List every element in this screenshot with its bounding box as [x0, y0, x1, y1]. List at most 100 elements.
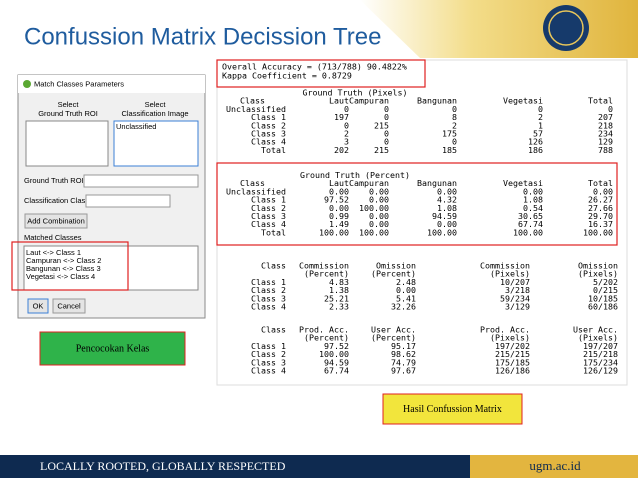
dialog-icon — [23, 80, 31, 88]
column-header: Omission — [578, 261, 618, 271]
cell: Class 2 — [251, 120, 286, 130]
highlight-box — [11, 241, 129, 291]
label: Matched Classes — [24, 233, 82, 242]
cell: 0 — [384, 112, 389, 122]
cell: 0.00 — [593, 186, 613, 196]
column-header: Prod. Acc. — [480, 325, 530, 335]
cell: 0/215 — [593, 285, 618, 295]
column-header: (Percent) — [371, 269, 416, 279]
cell: 97.52 — [324, 195, 349, 205]
cell: Class 1 — [251, 112, 286, 122]
callout-box — [382, 393, 523, 425]
label: Ground Truth ROI — [38, 109, 98, 118]
cancel-button[interactable] — [52, 298, 86, 314]
cell: 0 — [452, 137, 457, 147]
cell: 0.00 — [329, 186, 349, 196]
slide-title: Confussion Matrix Decission Tree — [24, 23, 381, 50]
cell: Class 3 — [251, 293, 286, 303]
cell: 197/202 — [495, 341, 530, 351]
cell: 1.08 — [437, 203, 457, 213]
cell: 67.74 — [518, 219, 543, 229]
column-header: Omission — [376, 261, 416, 271]
ok-label[interactable]: OK — [33, 301, 44, 310]
column-header: (Percent) — [371, 333, 416, 343]
cell: 175/185 — [495, 357, 530, 367]
dialog-title: Match Classes Parameters — [34, 79, 124, 88]
cell: 0.00 — [437, 186, 457, 196]
kappa: Kappa Coefficient = 0.8729 — [222, 71, 352, 81]
input[interactable] — [85, 194, 171, 208]
cell: 32.26 — [391, 302, 416, 312]
column-header: Laut — [329, 96, 349, 106]
label: Ground Truth ROI — [24, 176, 84, 185]
cell: 2 — [538, 112, 543, 122]
matched-list[interactable] — [23, 245, 199, 291]
cell: 3/218 — [505, 285, 530, 295]
cell: 1.08 — [523, 195, 543, 205]
cancel-label[interactable]: Cancel — [57, 301, 81, 310]
cell: 0.00 — [523, 186, 543, 196]
cell: 0 — [608, 104, 613, 114]
column-header: User Acc. — [573, 325, 618, 335]
ground-truth-list[interactable] — [25, 120, 109, 167]
cell: 0.54 — [523, 203, 543, 213]
cell: 16.37 — [588, 219, 613, 229]
cell: 218 — [598, 120, 613, 130]
cell: 0 — [344, 104, 349, 114]
label: Classification Image — [121, 109, 188, 118]
cell: 1.49 — [329, 219, 349, 229]
add-button-label[interactable]: Add Combination — [27, 216, 85, 225]
input[interactable] — [83, 174, 199, 188]
column-header: Vegetasi — [503, 178, 543, 188]
cell: 126/129 — [583, 366, 618, 376]
cell: 30.65 — [518, 211, 543, 221]
cell: Class 4 — [251, 219, 286, 229]
cell: 2 — [344, 129, 349, 139]
cell: 0.00 — [329, 203, 349, 213]
add-button[interactable] — [24, 213, 88, 229]
cell: 0.00 — [369, 211, 389, 221]
cell: 175 — [442, 129, 457, 139]
matched-item: Vegetasi <-> Class 4 — [26, 272, 95, 281]
list-item[interactable]: Unclassified — [116, 122, 156, 131]
column-header: Campuran — [349, 96, 389, 106]
cell: 4.83 — [329, 277, 349, 287]
cell: Class 3 — [251, 129, 286, 139]
matched-item: Bangunan <-> Class 3 — [26, 264, 101, 273]
cell: 0.00 — [396, 285, 416, 295]
cell: 1.38 — [329, 285, 349, 295]
column-header: Class — [240, 178, 265, 188]
column-header: (Percent) — [304, 333, 349, 343]
cell: 185 — [442, 145, 457, 155]
cell: Class 3 — [251, 357, 286, 367]
classification-list[interactable] — [113, 120, 199, 167]
logo-ring — [548, 10, 584, 46]
column-header: Vegetasi — [503, 96, 543, 106]
cell: 0.00 — [369, 195, 389, 205]
cell: 0.99 — [329, 211, 349, 221]
cell: 74.79 — [391, 357, 416, 367]
matched-item: Campuran <-> Class 2 — [26, 256, 101, 265]
cell: 95.17 — [391, 341, 416, 351]
cell: 8 — [452, 112, 457, 122]
cell: 27.66 — [588, 203, 613, 213]
cell: Class 3 — [251, 211, 286, 221]
column-header: Bangunan — [417, 178, 457, 188]
cell: 234 — [598, 129, 613, 139]
ok-button[interactable] — [27, 298, 49, 314]
cell: 59/234 — [500, 293, 530, 303]
column-header: Commission — [299, 261, 349, 271]
cell: 175/234 — [583, 357, 618, 367]
cell: Class 1 — [251, 277, 286, 287]
column-header: (Pixels) — [578, 269, 618, 279]
label: Classification Class — [24, 196, 89, 205]
matched-item: Laut <-> Class 1 — [26, 248, 81, 257]
column-header: Class — [240, 96, 265, 106]
cell: 98.62 — [391, 349, 416, 359]
cell: 0.00 — [437, 219, 457, 229]
cell: 2.33 — [329, 302, 349, 312]
cell: 0 — [384, 137, 389, 147]
